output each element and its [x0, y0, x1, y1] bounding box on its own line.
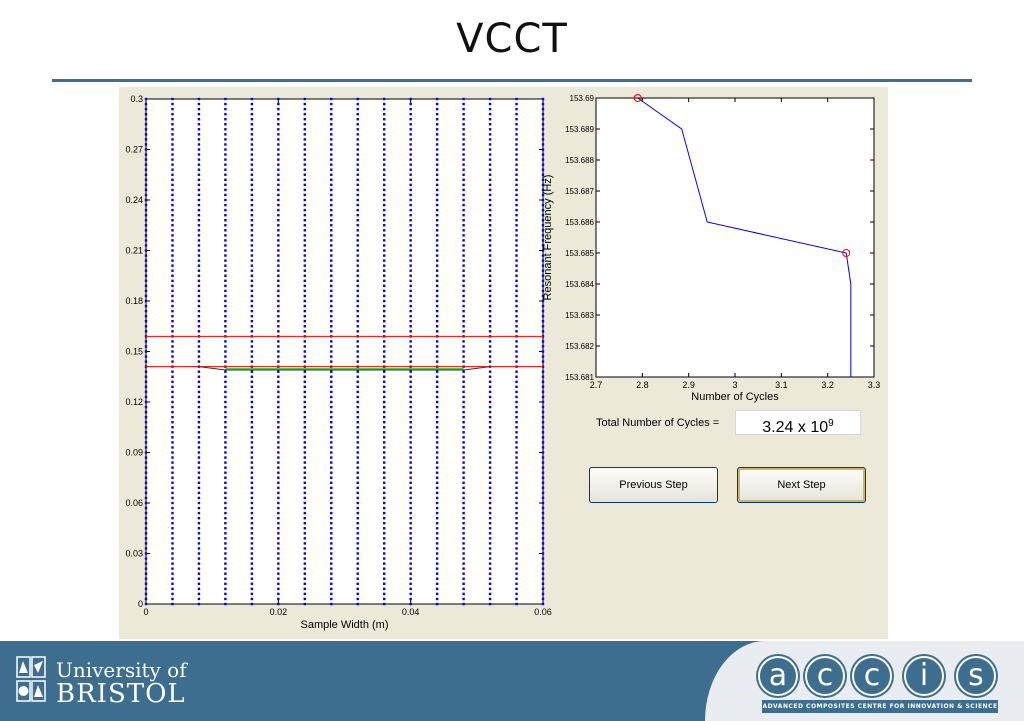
- university-name-line1: University of: [56, 658, 187, 682]
- total-cycles-label: Total Number of Cycles =: [596, 417, 720, 429]
- cycles-exponent: 9: [828, 418, 834, 429]
- next-step-button[interactable]: Next Step: [737, 467, 866, 503]
- total-cycles-value: 3.24 x 109: [735, 410, 861, 436]
- cycles-mantissa: 3.24 x 10: [762, 419, 829, 436]
- university-crest-icon: [16, 656, 46, 702]
- accis-letter-c1: c: [805, 656, 845, 696]
- accis-tagline: ADVANCED COMPOSITES CENTRE FOR INNOVATIO…: [762, 700, 998, 713]
- previous-step-button[interactable]: Previous Step: [589, 467, 718, 503]
- accis-letter-a: a: [758, 656, 798, 696]
- accis-letter-i: i: [904, 656, 944, 696]
- slide-title: VCCT: [456, 16, 568, 62]
- figure-window: [119, 87, 888, 639]
- title-divider: [52, 79, 972, 82]
- accis-letter-c2: c: [852, 656, 892, 696]
- university-name-line2: BRISTOL: [56, 679, 186, 709]
- accis-letter-s: s: [956, 656, 996, 696]
